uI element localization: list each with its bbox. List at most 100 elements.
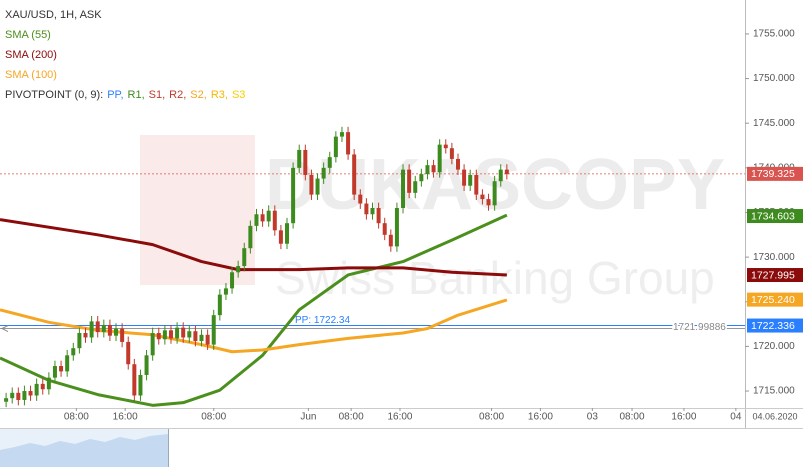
candle-body: [132, 364, 137, 396]
candle-body: [101, 324, 106, 333]
candle-body: [65, 355, 70, 372]
pivot-item: S1,: [149, 89, 166, 101]
candle-body: [223, 288, 228, 295]
candle-body: [211, 315, 216, 345]
candle-body: [462, 169, 467, 186]
candle-body: [156, 333, 161, 340]
candle-body: [358, 194, 363, 204]
candle-body: [120, 328, 125, 342]
x-tick-label: 08:00: [479, 412, 504, 423]
sma-line: [0, 213, 508, 407]
candle-body: [278, 230, 283, 244]
x-tick-label: 03: [587, 412, 599, 423]
price-label: 1739.325: [751, 168, 795, 180]
candle-body: [449, 148, 454, 159]
pivot-item: S3: [232, 89, 245, 101]
candle-body: [285, 223, 290, 244]
candle-body: [168, 330, 173, 339]
x-tick-label: 08:00: [620, 412, 645, 423]
candle-body: [83, 333, 88, 338]
price-label-box: [747, 292, 803, 307]
price-label-box: [747, 209, 803, 224]
candle-body: [346, 132, 351, 155]
candle-body: [498, 169, 503, 182]
x-tick-label: 08:00: [201, 412, 226, 423]
candle-body: [193, 331, 198, 342]
watermark: DUKASCOPY Swiss Banking Group: [140, 135, 725, 304]
candle-body: [199, 334, 204, 342]
candle-body: [407, 169, 412, 193]
candle-body: [95, 321, 100, 333]
candle-body: [77, 333, 82, 349]
price-label: 1725.240: [751, 294, 795, 306]
candle-body: [388, 234, 393, 247]
candle-body: [303, 149, 308, 175]
candle-body: [443, 144, 448, 149]
candle-body: [175, 327, 180, 339]
pivot-item: PP,: [107, 89, 123, 101]
candle-body: [504, 169, 509, 175]
x-tick-label: 04: [730, 412, 742, 423]
pivot-item: R3,: [211, 89, 228, 101]
candle-body: [297, 149, 302, 168]
legend-entry: SMA (100): [5, 69, 57, 81]
price-label: 1722.336: [751, 320, 795, 332]
candle-body: [480, 194, 485, 200]
date-label: 04.06.2020: [752, 411, 797, 421]
candle-body: [10, 392, 15, 399]
x-tick-label: 08:00: [339, 412, 364, 423]
price-label: 1734.603: [751, 210, 795, 222]
crosshair-arrow: [0, 325, 9, 333]
y-tick-label: 1730.000: [753, 252, 795, 263]
y-tick-label: 1745.000: [753, 118, 795, 129]
candle-body: [425, 165, 430, 175]
candle-body: [144, 355, 149, 375]
sma-line: [0, 218, 507, 277]
navigator-area: [0, 434, 168, 467]
candle-body: [321, 167, 326, 179]
candle-body: [59, 366, 64, 372]
candle-body: [22, 391, 27, 400]
price-label-box: [747, 268, 803, 283]
candle-body: [376, 208, 381, 224]
x-tick-label: 16:00: [671, 412, 696, 423]
candle-body: [486, 199, 491, 206]
price-label: 1727.995: [751, 269, 795, 281]
pivot-item: S2,: [190, 89, 207, 101]
candle-body: [248, 225, 253, 249]
candle-body: [333, 136, 338, 158]
candle-body: [28, 391, 33, 396]
pivot-legend: PIVOTPOINT (0, 9): PP, R1, S1, R2, S2, R3, S3: [5, 89, 245, 101]
candle-body: [138, 374, 143, 396]
chart-title: XAU/USD, 1H, ASK: [5, 9, 102, 21]
candle-body: [150, 333, 155, 356]
candle-body: [455, 158, 460, 170]
candle-body: [260, 214, 265, 222]
candle-body: [419, 174, 424, 182]
candle-body: [52, 366, 57, 378]
candle-body: [236, 266, 241, 273]
pivot-item: R2,: [169, 89, 186, 101]
x-tick-label: 16:00: [528, 412, 553, 423]
candle-body: [309, 174, 314, 195]
candle-body: [205, 334, 210, 345]
candle-body: [126, 341, 131, 365]
candle-body: [272, 210, 277, 231]
candle-body: [107, 324, 112, 336]
candle-body: [364, 203, 369, 215]
candle-body: [327, 157, 332, 168]
candle-body: [217, 294, 222, 316]
candle-body: [162, 330, 167, 340]
price-label-box: [747, 166, 803, 181]
candle-body: [242, 248, 247, 267]
legend-entry: SMA (55): [5, 29, 51, 41]
crosshair-label: 1721.99886: [673, 322, 726, 333]
y-tick-label: 1755.000: [753, 29, 795, 40]
candle-body: [114, 328, 119, 336]
candle-body: [413, 181, 418, 193]
candle-body: [401, 169, 406, 209]
candle-body: [230, 272, 235, 289]
legend-entry: SMA (200): [5, 49, 57, 61]
